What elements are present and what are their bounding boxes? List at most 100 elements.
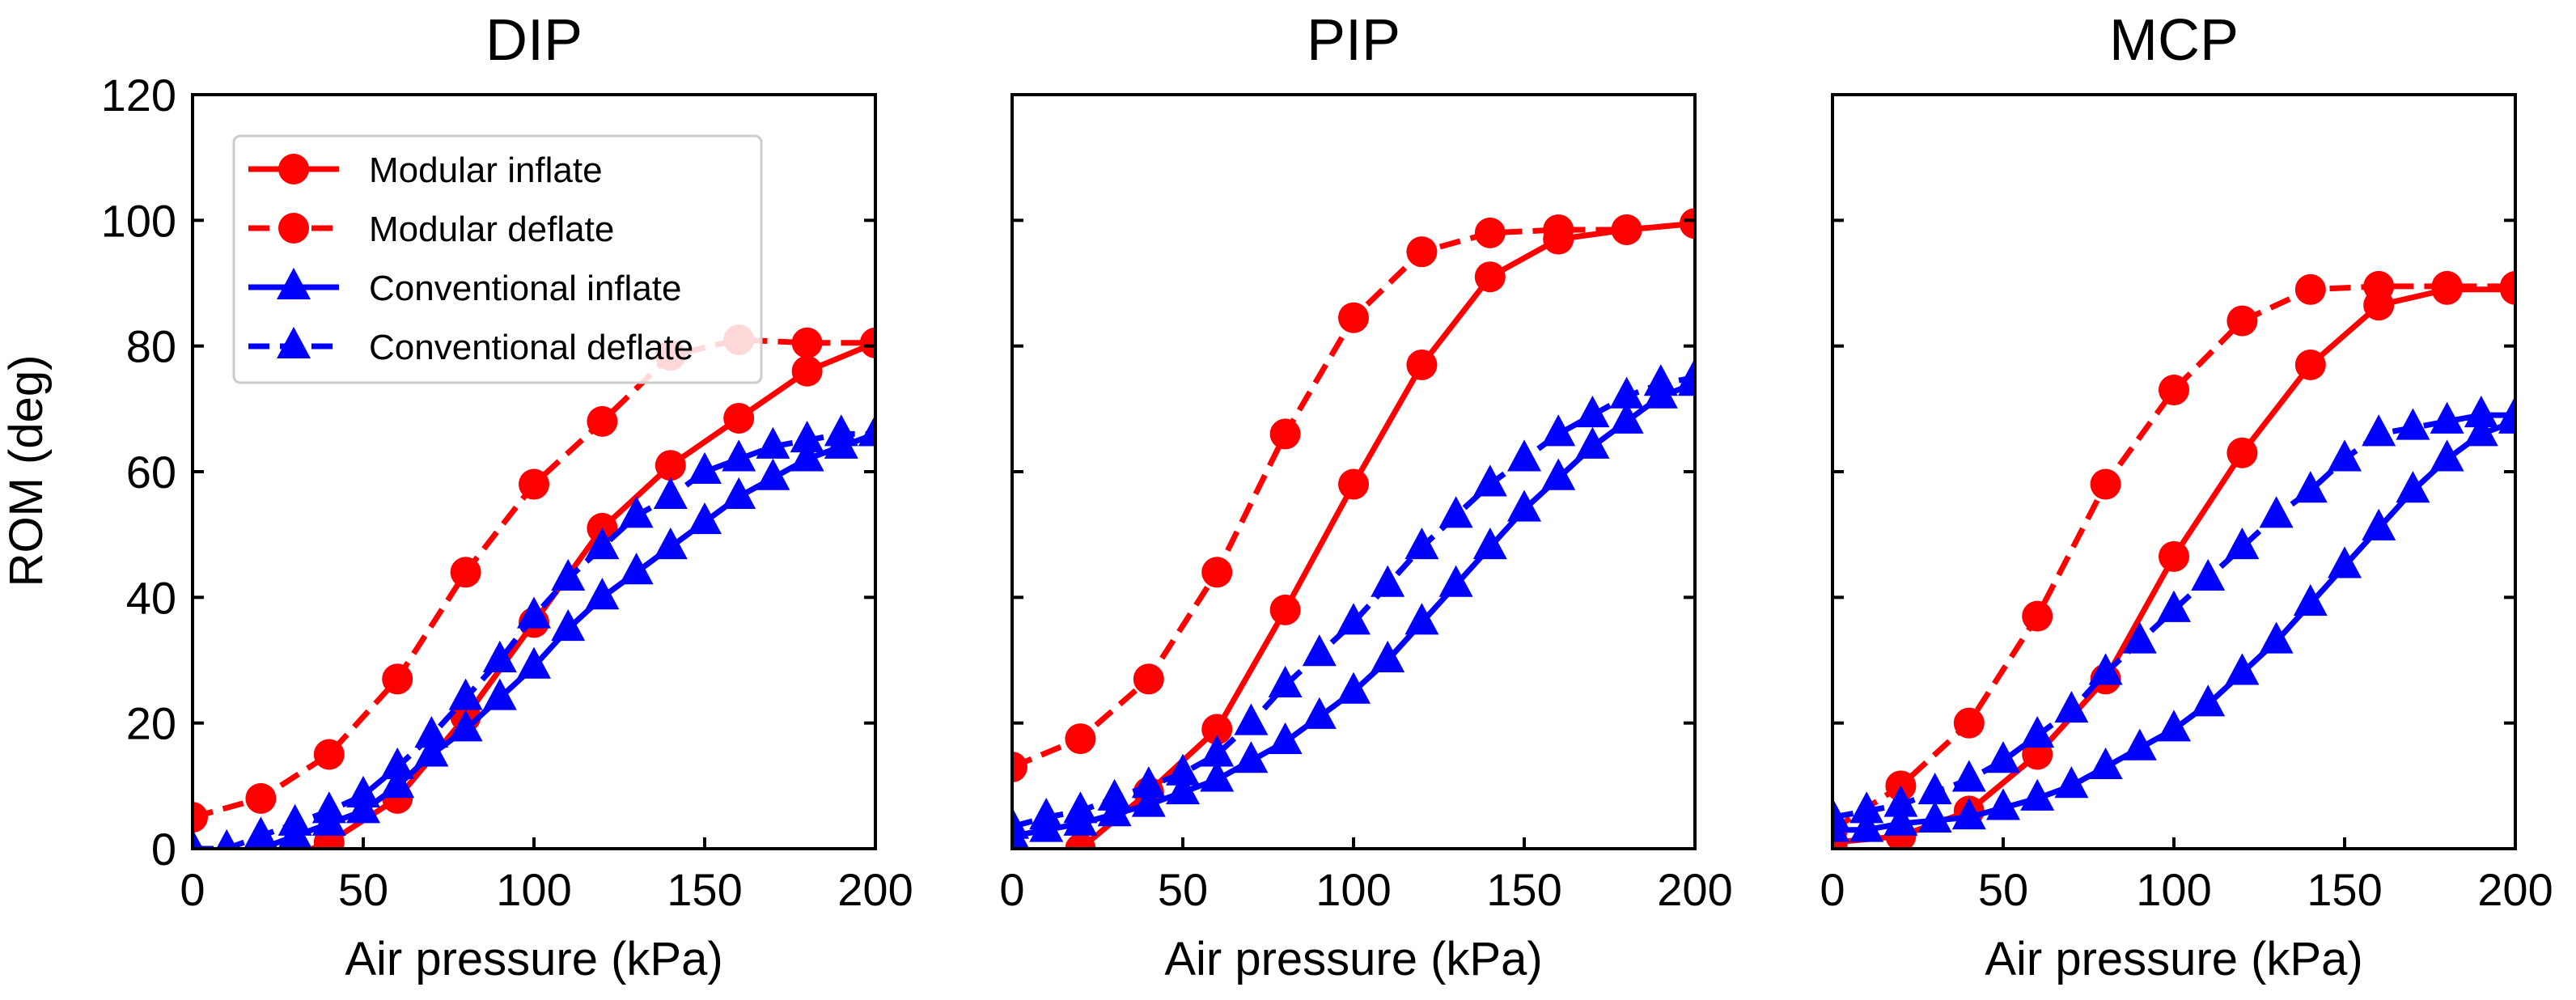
data-point [2054,690,2089,723]
data-point [2088,653,2123,685]
data-point [723,402,755,434]
plot-area [1832,270,2515,849]
series-line [1832,283,2515,833]
data-point [2054,766,2089,799]
y-tick-label: 60 [126,447,176,498]
data-point [1131,766,1166,799]
data-point [790,439,824,472]
series-conventional-deflate [1012,358,1695,839]
data-point [519,468,549,500]
data-point [2226,437,2258,468]
x-tick-label: 100 [2136,864,2211,915]
data-point [1541,414,1576,447]
data-point [2225,653,2260,685]
data-point [756,426,790,459]
data-point [2226,305,2258,337]
data-point [1406,349,1438,380]
data-point [655,450,686,481]
data-point [1611,214,1642,245]
y-tick-label: 80 [126,321,176,372]
x-tick-label: 50 [1978,864,2028,915]
data-point [1065,833,1096,849]
legend-entry: Modular deflate [248,210,614,249]
data-point [2498,395,2515,428]
data-point [1029,798,1064,830]
data-point [860,327,875,358]
data-point [311,791,346,824]
data-point [1472,464,1507,497]
y-tick-label: 100 [101,195,176,246]
data-point [414,735,449,767]
data-point [278,803,312,836]
data-point [1371,640,1405,672]
data-point [858,414,875,447]
panel-mcp: MCP 0 50 100 150 200 Air pressure (kPa) [1820,8,2553,985]
data-point [244,816,278,849]
x-tick-label: 0 [180,864,205,915]
panel-title: PIP [1307,8,1400,73]
series-conventional-deflate [1832,395,2515,830]
data-point [2293,471,2328,503]
data-point [2191,684,2226,717]
series-modular-deflate [1832,270,2515,845]
x-tick-label: 0 [999,864,1024,915]
data-point [1302,697,1337,729]
legend-marker [278,213,309,244]
data-point [1680,208,1695,239]
data-point [619,496,654,528]
data-point [1012,807,1029,839]
data-point [551,609,586,642]
series-conventional-deflate [193,414,875,849]
data-point [1832,798,1849,830]
axes: 0 50 100 150 200 0 20 40 60 80 100 120 [101,70,913,915]
data-point [414,716,449,748]
legend: Modular inflate Modular deflate Convention… [232,134,763,384]
legend-label: Conventional deflate [369,328,693,367]
data-point [585,578,620,610]
data-point [1201,714,1233,745]
x-tick-label: 150 [667,864,742,915]
data-point [791,327,823,358]
data-point [791,355,823,387]
data-point [1337,603,1371,635]
data-point [1269,418,1301,450]
data-point [1234,703,1269,735]
data-point [1438,496,1473,528]
data-point [450,557,481,588]
data-point [1338,302,1369,333]
data-point [1609,376,1644,409]
x-tick-label: 50 [1158,864,1208,915]
data-point [1474,217,1506,248]
data-point [1609,401,1644,434]
x-tick-label: 200 [2477,864,2553,915]
data-point [2157,710,2191,742]
data-point [2363,270,2395,302]
panel-title: DIP [485,8,583,73]
data-point [2088,747,2123,780]
x-tick-label: 0 [1820,864,1845,915]
y-tick-label: 20 [126,698,176,749]
data-point [2396,408,2430,440]
legend-entry: Modular inflate [248,150,603,190]
data-point [448,678,483,710]
data-point [2191,558,2226,591]
series-modular-deflate [1012,208,1695,783]
data-point [380,766,415,799]
data-point [1917,772,1952,805]
data-point [2122,621,2157,654]
panel-pip: PIP 0 50 100 150 200 Air pressure (kPa) [999,8,1732,985]
data-point [2328,546,2362,578]
data-point [346,775,380,807]
data-point [2157,590,2191,622]
data-point [653,528,688,560]
data-point [722,477,756,510]
data-point [1953,707,1985,739]
data-point [1012,752,1027,783]
data-point [1986,741,2020,773]
data-point [1338,468,1369,500]
data-point [2020,778,2055,811]
data-point [517,596,551,629]
legend-label: Modular inflate [369,150,603,190]
y-tick-label: 40 [126,572,176,623]
